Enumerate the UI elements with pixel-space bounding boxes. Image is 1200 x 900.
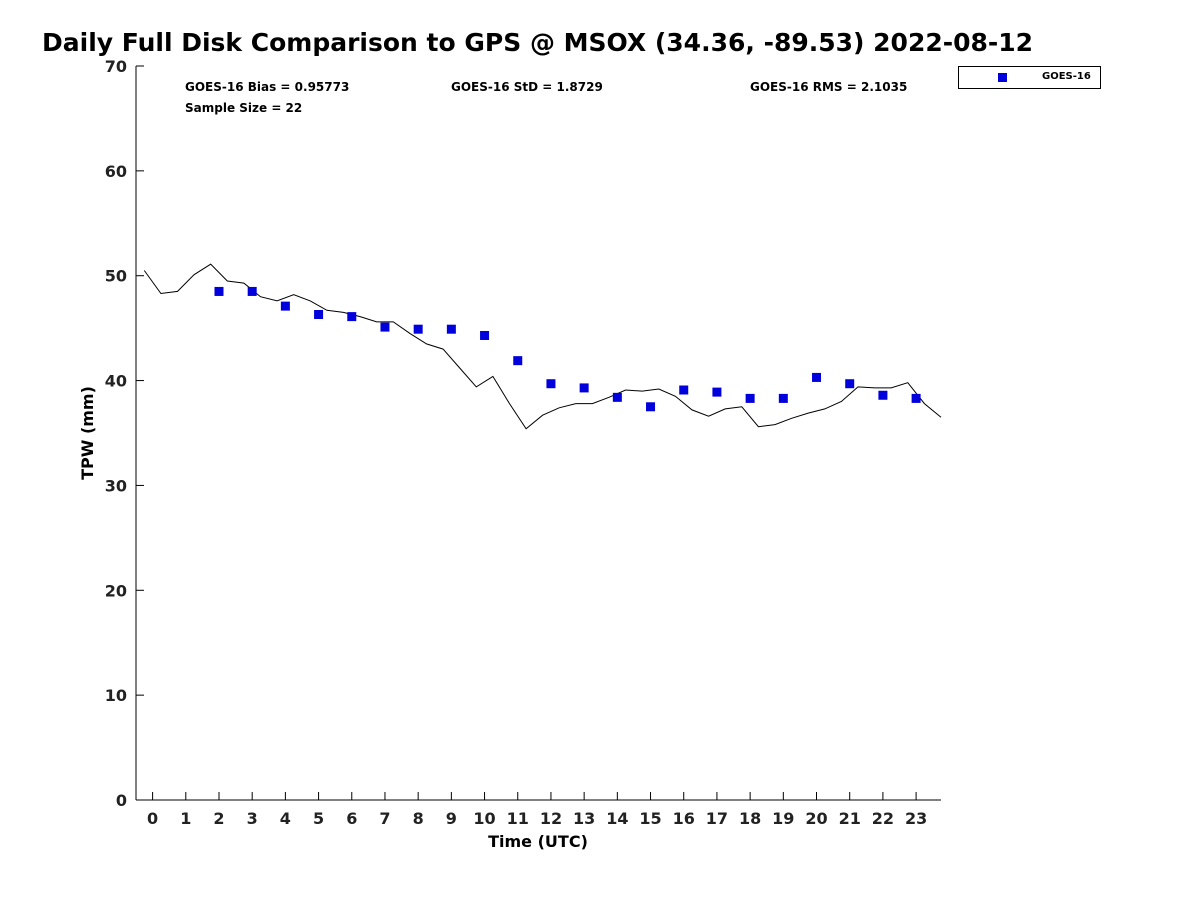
goes16-point xyxy=(247,286,257,296)
rms-stat: GOES-16 RMS = 2.1035 xyxy=(750,80,908,94)
y-axis-label: TPW (mm) xyxy=(78,386,97,480)
std-stat: GOES-16 StD = 1.8729 xyxy=(451,80,603,94)
goes16-point xyxy=(845,379,855,389)
goes16-point xyxy=(546,379,556,389)
goes16-point xyxy=(480,330,490,340)
legend-marker-goes16 xyxy=(998,73,1007,82)
goes16-point xyxy=(446,324,456,334)
goes16-point xyxy=(911,393,921,403)
x-tick-label: 12 xyxy=(540,809,562,828)
y-tick-label: 60 xyxy=(105,162,127,181)
sample-size-stat: Sample Size = 22 xyxy=(185,101,303,115)
goes16-point xyxy=(679,385,689,395)
x-tick-label: 2 xyxy=(213,809,224,828)
goes16-point xyxy=(712,387,722,397)
goes16-point xyxy=(812,372,822,382)
x-tick-label: 10 xyxy=(473,809,495,828)
x-tick-label: 22 xyxy=(872,809,894,828)
legend: GOES-16 xyxy=(958,66,1101,89)
goes16-point xyxy=(513,356,523,366)
goes16-point xyxy=(280,301,290,311)
x-tick-label: 23 xyxy=(905,809,927,828)
x-tick-label: 17 xyxy=(706,809,728,828)
x-tick-label: 15 xyxy=(639,809,661,828)
goes16-point xyxy=(380,322,390,332)
goes16-point xyxy=(646,402,656,412)
y-tick-label: 50 xyxy=(105,267,127,286)
x-tick-label: 21 xyxy=(839,809,861,828)
y-tick-label: 20 xyxy=(105,581,127,600)
x-tick-label: 7 xyxy=(379,809,390,828)
goes16-marker-layer xyxy=(214,286,921,412)
y-tick-label: 40 xyxy=(105,372,127,391)
x-tick-label: 20 xyxy=(805,809,827,828)
goes16-point xyxy=(314,310,324,320)
goes16-point xyxy=(745,393,755,403)
x-tick-label: 6 xyxy=(346,809,357,828)
goes16-point xyxy=(347,312,357,322)
gps-series-line xyxy=(143,263,942,430)
x-tick-label: 3 xyxy=(247,809,258,828)
goes16-point xyxy=(214,286,224,296)
x-tick-label: 14 xyxy=(606,809,628,828)
x-tick-label: 0 xyxy=(147,809,158,828)
goes16-point xyxy=(612,392,622,402)
x-tick-label: 1 xyxy=(180,809,191,828)
goes16-point xyxy=(778,393,788,403)
y-tick-label: 10 xyxy=(105,686,127,705)
x-tick-label: 13 xyxy=(573,809,595,828)
goes16-point xyxy=(579,383,589,393)
x-tick-label: 19 xyxy=(772,809,794,828)
x-tick-label: 5 xyxy=(313,809,324,828)
y-tick-label: 70 xyxy=(105,57,127,76)
goes16-point xyxy=(413,324,423,334)
x-axis-label: Time (UTC) xyxy=(488,832,588,851)
gps-line-layer xyxy=(143,263,942,430)
chart-title: Daily Full Disk Comparison to GPS @ MSOX… xyxy=(42,28,1034,57)
y-tick-label: 0 xyxy=(116,791,127,810)
x-tick-label: 4 xyxy=(280,809,291,828)
goes16-point xyxy=(878,390,888,400)
x-tick-label: 18 xyxy=(739,809,761,828)
legend-label-goes16: GOES-16 xyxy=(1042,71,1091,82)
x-tick-label: 11 xyxy=(507,809,529,828)
x-tick-label: 16 xyxy=(673,809,695,828)
y-tick-label: 30 xyxy=(105,476,127,495)
x-tick-label: 8 xyxy=(413,809,424,828)
x-tick-label: 9 xyxy=(446,809,457,828)
bias-stat: GOES-16 Bias = 0.95773 xyxy=(185,80,350,94)
